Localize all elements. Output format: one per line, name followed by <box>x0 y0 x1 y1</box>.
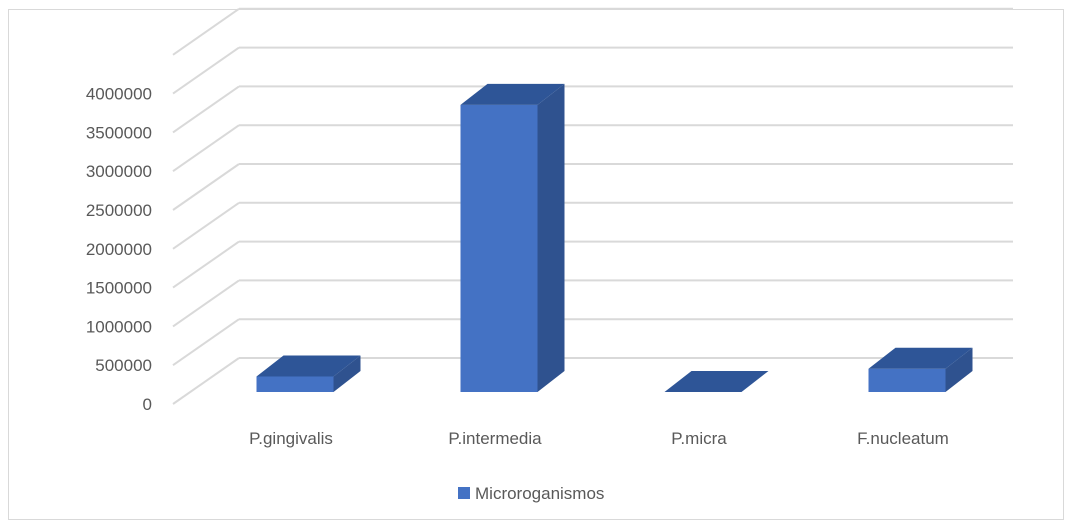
y-tick-label: 3500000 <box>86 123 152 142</box>
legend: Microroganismos <box>458 484 604 503</box>
bar-front <box>256 376 334 392</box>
bar-top <box>868 347 973 369</box>
legend-label: Microroganismos <box>475 484 604 503</box>
bar-P.intermedia <box>460 83 565 392</box>
x-category-label: P.gingivalis <box>249 429 333 448</box>
bar-side <box>945 347 973 392</box>
y-tick-label: 0 <box>143 395 152 414</box>
gridline-depth <box>172 357 240 405</box>
bar-F.nucleatum <box>868 347 973 392</box>
bar-side <box>333 355 361 392</box>
bar-top <box>256 355 361 377</box>
x-category-label: P.intermedia <box>448 429 542 448</box>
gridline-depth <box>172 85 240 134</box>
x-category-label: P.micra <box>671 429 727 448</box>
bar-side <box>537 83 565 392</box>
bar-P.gingivalis <box>256 355 361 392</box>
y-tick-label: 1000000 <box>86 317 152 336</box>
x-category-label: F.nucleatum <box>857 429 949 448</box>
bar-front <box>868 368 946 392</box>
y-tick-label: 500000 <box>95 356 152 375</box>
y-tick-label: 3000000 <box>86 162 152 181</box>
legend-swatch <box>458 487 470 499</box>
gridline-depth <box>172 318 240 367</box>
gridline-depth <box>172 240 240 289</box>
gridline-depth <box>172 163 240 211</box>
bar-top <box>664 371 769 392</box>
y-tick-label: 2000000 <box>86 240 152 259</box>
gridline-depth <box>172 46 240 95</box>
bar-top <box>460 83 565 105</box>
y-tick-label: 2500000 <box>86 201 152 220</box>
gridline-depth <box>172 124 240 173</box>
y-tick-label: 1500000 <box>86 279 152 298</box>
bar-front <box>460 104 538 392</box>
bar-P.micra <box>664 371 769 392</box>
y-tick-label: 4000000 <box>86 85 152 104</box>
gridlines <box>172 7 1013 405</box>
gridline-depth <box>172 279 240 328</box>
x-axis: P.gingivalis P.intermedia P.micra F.nucleat… <box>249 429 949 448</box>
bars <box>256 83 973 392</box>
gridline-depth <box>172 201 240 250</box>
y-axis: 0 500000 1000000 1500000 2000000 2500000 30000… <box>86 85 152 414</box>
gridline-depth <box>172 7 240 56</box>
